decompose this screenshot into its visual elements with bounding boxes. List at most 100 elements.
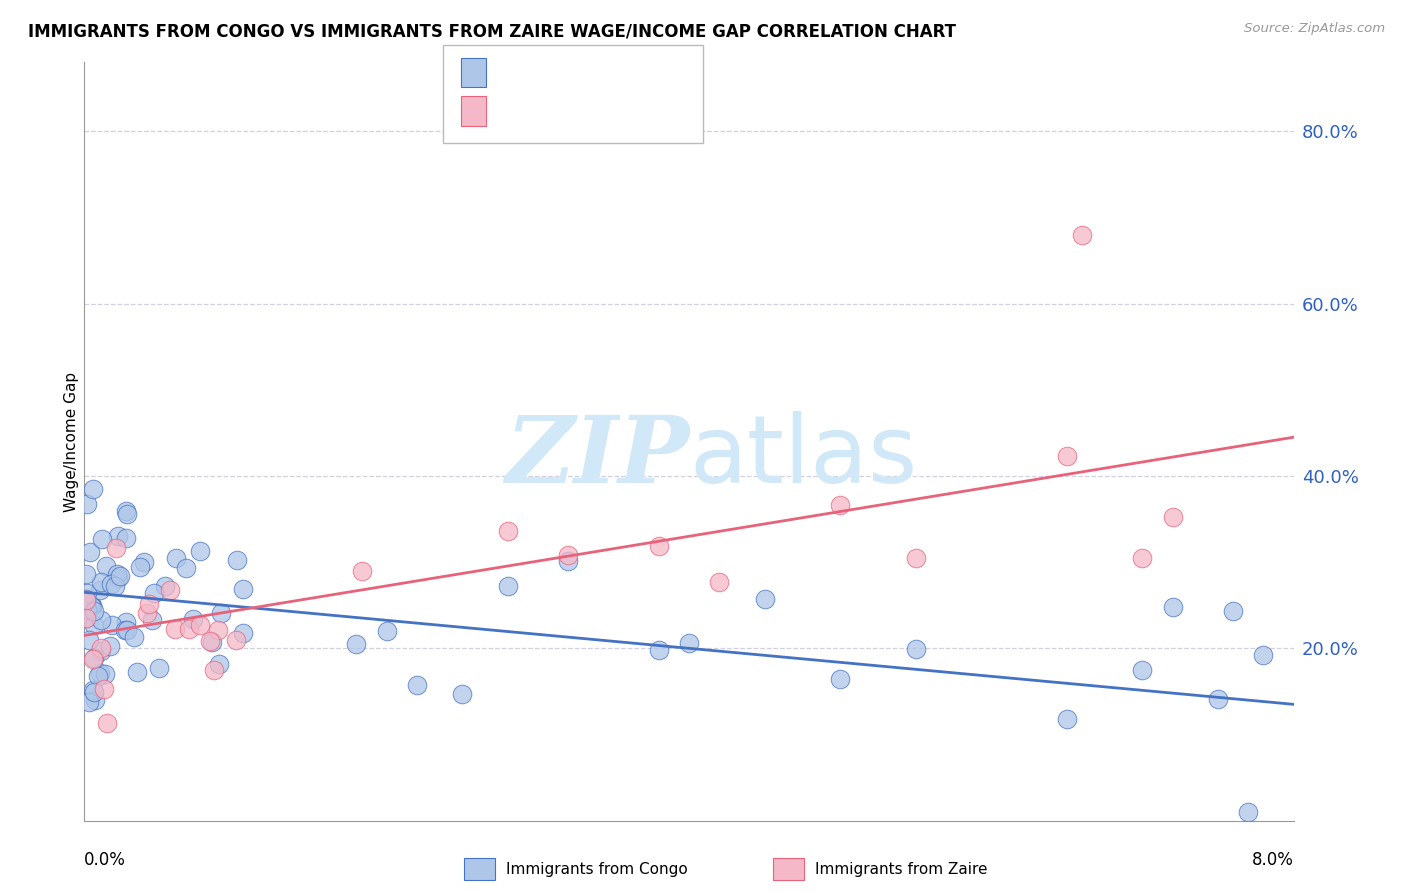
Point — [1132, 551, 1154, 566]
Point — [83, 650, 105, 665]
Point — [179, 622, 201, 636]
Point — [82, 483, 104, 497]
Point — [110, 569, 132, 583]
Point — [232, 582, 254, 596]
Point — [76, 497, 98, 511]
Point — [830, 672, 852, 686]
Point — [1253, 648, 1275, 663]
Point — [406, 678, 429, 692]
Point — [198, 633, 221, 648]
Point — [143, 585, 166, 599]
Text: Source: ZipAtlas.com: Source: ZipAtlas.com — [1244, 22, 1385, 36]
Point — [82, 682, 104, 697]
Point — [557, 554, 579, 568]
Point — [87, 669, 110, 683]
Point — [76, 586, 98, 600]
Text: ZIP: ZIP — [505, 412, 689, 501]
Point — [200, 635, 222, 649]
Point — [1161, 510, 1184, 524]
Point — [105, 567, 128, 582]
Text: 0.0%: 0.0% — [84, 851, 127, 869]
Point — [75, 592, 97, 607]
Point — [90, 643, 112, 657]
Text: R = -0.204   N = 78: R = -0.204 N = 78 — [495, 66, 668, 80]
Point — [225, 632, 247, 647]
Point — [1132, 663, 1154, 677]
Point — [104, 578, 127, 592]
Point — [83, 685, 105, 699]
Point — [648, 539, 671, 553]
Point — [136, 606, 159, 620]
Point — [207, 623, 229, 637]
Point — [346, 637, 368, 651]
Point — [114, 623, 136, 637]
Point — [375, 624, 398, 638]
Point — [80, 599, 103, 613]
Point — [80, 599, 103, 614]
Point — [79, 544, 101, 558]
Point — [115, 615, 138, 630]
Point — [76, 602, 98, 616]
Point — [190, 617, 212, 632]
Point — [114, 504, 136, 518]
Point — [82, 651, 104, 665]
Point — [155, 579, 177, 593]
Point — [1206, 692, 1229, 706]
Point — [1237, 805, 1260, 819]
Text: R =  0.478   N = 28: R = 0.478 N = 28 — [495, 104, 668, 119]
Point — [232, 626, 254, 640]
Point — [1161, 599, 1184, 614]
Point — [678, 636, 700, 650]
Point — [89, 665, 111, 680]
Point — [165, 550, 187, 565]
Point — [209, 606, 232, 620]
Point — [101, 618, 124, 632]
Point — [188, 544, 211, 558]
Point — [496, 579, 519, 593]
Point — [114, 532, 136, 546]
Point — [83, 603, 105, 617]
Point — [1222, 604, 1244, 618]
Point — [77, 632, 100, 647]
Text: 8.0%: 8.0% — [1251, 851, 1294, 869]
Point — [904, 642, 927, 657]
Point — [84, 693, 107, 707]
Point — [90, 575, 112, 590]
Point — [94, 667, 117, 681]
Point — [115, 623, 138, 637]
Point — [83, 617, 105, 632]
Text: IMMIGRANTS FROM CONGO VS IMMIGRANTS FROM ZAIRE WAGE/INCOME GAP CORRELATION CHART: IMMIGRANTS FROM CONGO VS IMMIGRANTS FROM… — [28, 22, 956, 40]
Point — [202, 664, 225, 678]
Point — [208, 657, 231, 671]
Point — [451, 687, 474, 701]
Point — [148, 660, 170, 674]
Point — [75, 610, 97, 624]
Text: Immigrants from Zaire: Immigrants from Zaire — [815, 863, 988, 877]
Point — [75, 591, 97, 606]
Point — [117, 507, 139, 521]
Point — [94, 559, 117, 574]
Text: Immigrants from Congo: Immigrants from Congo — [506, 863, 688, 877]
Point — [176, 560, 198, 574]
Point — [159, 583, 181, 598]
Y-axis label: Wage/Income Gap: Wage/Income Gap — [63, 371, 79, 512]
Point — [75, 611, 97, 625]
Point — [754, 592, 776, 607]
Point — [89, 582, 111, 597]
Point — [98, 639, 121, 653]
Point — [75, 566, 97, 581]
Point — [141, 613, 163, 627]
Point — [648, 642, 671, 657]
Point — [77, 696, 100, 710]
Point — [352, 565, 374, 579]
Point — [830, 498, 852, 512]
Point — [129, 560, 152, 574]
Point — [709, 575, 731, 590]
Point — [122, 630, 145, 644]
Point — [226, 553, 249, 567]
Point — [104, 541, 127, 555]
Point — [93, 681, 115, 696]
Point — [107, 529, 129, 543]
Point — [496, 524, 519, 538]
Point — [1071, 227, 1094, 242]
